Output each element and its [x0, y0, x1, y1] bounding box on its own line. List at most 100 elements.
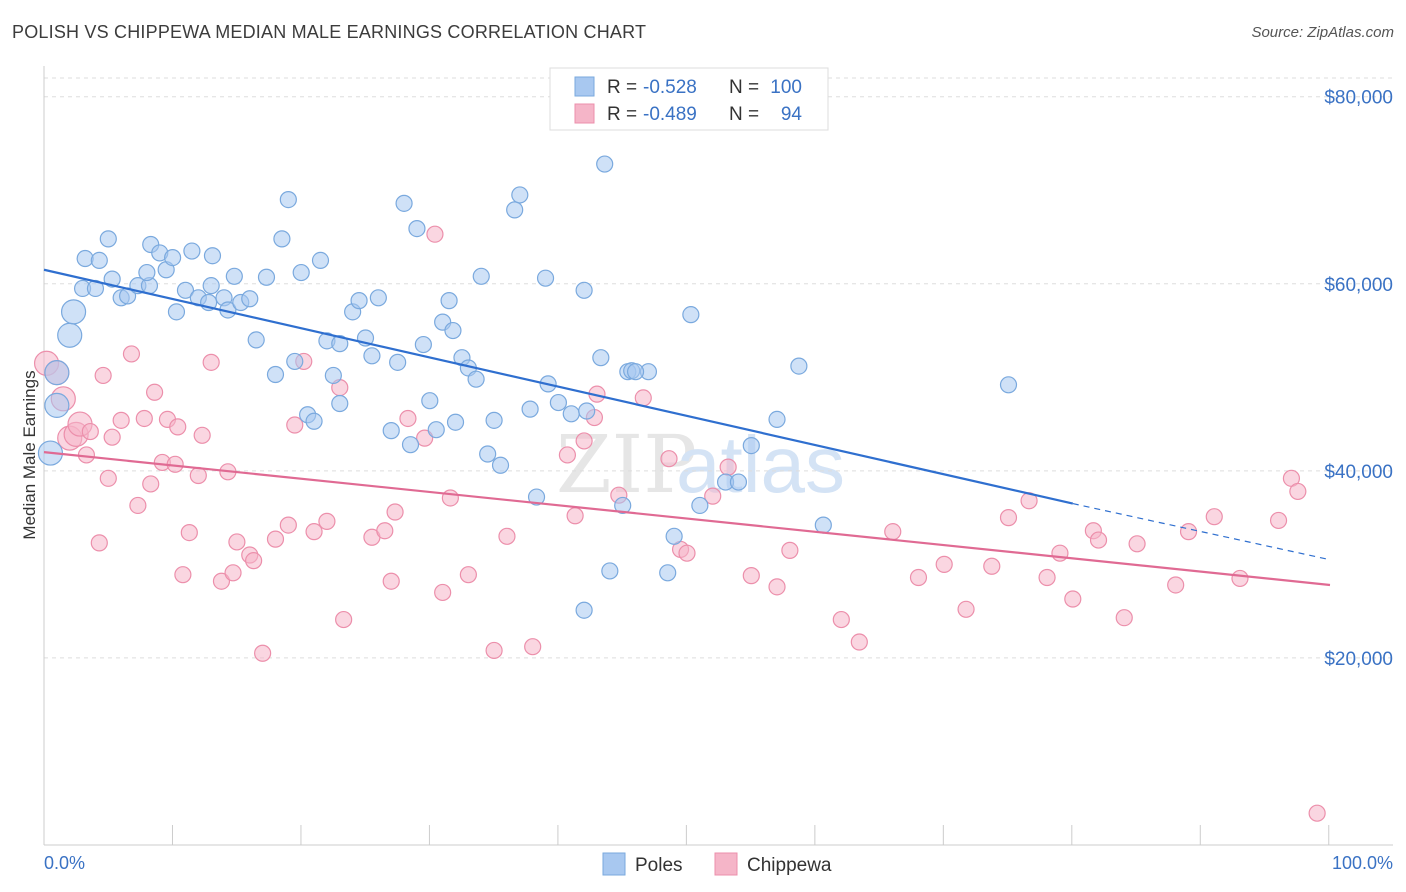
chippewa-point — [1289, 482, 1307, 501]
chippewa-point — [99, 469, 117, 487]
poles-point — [742, 436, 760, 455]
legend-r-label-poles: R = — [607, 77, 637, 98]
poles-point — [427, 421, 445, 439]
poles-point — [183, 242, 201, 260]
chippewa-point — [485, 641, 503, 660]
chippewa-point — [832, 610, 850, 629]
chippewa-point — [1115, 609, 1133, 627]
chippewa-point — [279, 516, 297, 534]
chippewa-point — [1269, 511, 1288, 530]
chippewa-point — [286, 416, 304, 434]
poles-point — [138, 263, 156, 282]
chippewa-point — [909, 568, 928, 587]
watermark-atlas: atlas — [676, 420, 845, 509]
poles-point — [176, 281, 195, 299]
y-axis-label: Median Male Earnings — [20, 370, 39, 539]
y-tick-label: $20,000 — [1324, 649, 1393, 670]
poles-point — [790, 357, 808, 375]
stats-legend: R = -0.528 N = 100 R = -0.489 N = 94 — [549, 67, 829, 131]
chippewa-point — [122, 345, 141, 363]
y-tick-label: $80,000 — [1324, 88, 1393, 109]
axes: $20,000 $40,000 $60,000 $80,000 — [43, 66, 1393, 846]
poles-point — [382, 422, 400, 440]
chippewa-point — [399, 409, 417, 428]
chippewa-point — [90, 534, 108, 552]
poles-point — [292, 263, 310, 282]
points-layer — [33, 155, 1326, 822]
chippewa-point — [189, 466, 207, 485]
chippewa-point — [558, 446, 577, 464]
poles-point — [614, 496, 632, 515]
chippewa-point — [660, 450, 678, 468]
poles-point — [491, 456, 510, 474]
poles-point — [305, 412, 323, 430]
chippewa-point — [957, 600, 975, 618]
series-legend-swatch-chippewa — [714, 852, 738, 876]
poles-point — [247, 331, 265, 349]
poles-point — [389, 353, 407, 371]
poles-point — [682, 306, 700, 324]
trend-lines — [43, 268, 1331, 587]
chippewa-point — [254, 644, 272, 662]
poles-point — [575, 281, 593, 299]
chippewa-point — [376, 522, 394, 540]
chart-title: POLISH VS CHIPPEWA MEDIAN MALE EARNINGS … — [12, 22, 647, 42]
poles-point — [521, 400, 539, 418]
poles-point — [44, 392, 70, 418]
poles-point — [659, 564, 677, 582]
poles-point — [225, 267, 243, 285]
chippewa-point — [1051, 544, 1069, 562]
poles-trend-line — [43, 268, 1074, 505]
chippewa-point — [266, 530, 285, 548]
chippewa-point — [1128, 535, 1146, 553]
series-legend-label-poles: Poles — [635, 855, 683, 876]
poles-point — [395, 194, 413, 212]
poles-point — [414, 335, 432, 354]
poles-point — [472, 267, 490, 285]
chippewa-point — [1231, 569, 1249, 588]
poles-point — [536, 269, 555, 287]
poles-point — [350, 292, 368, 310]
chippewa-point — [426, 225, 444, 243]
poles-point — [76, 249, 94, 268]
poles-point — [286, 352, 304, 371]
chippewa-point — [305, 523, 323, 541]
chippewa-point — [434, 583, 452, 602]
chippewa-point — [575, 432, 593, 450]
poles-point — [203, 247, 222, 265]
poles-point — [90, 251, 108, 269]
poles-point — [440, 292, 458, 310]
poles-point — [999, 376, 1018, 394]
chippewa-point — [781, 541, 799, 559]
chippewa-point — [94, 366, 112, 385]
chippewa-point — [224, 564, 242, 582]
chippewa-point — [174, 566, 192, 584]
chippewa-point — [678, 544, 696, 562]
chippewa-point — [193, 426, 211, 444]
chippewa-point — [1167, 576, 1185, 594]
series-legend: Poles Chippewa — [602, 852, 832, 876]
poles-point — [511, 186, 529, 204]
chippewa-point — [129, 496, 147, 515]
legend-n-value-poles: 100 — [770, 77, 802, 98]
poles-point — [60, 299, 87, 325]
poles-point — [479, 445, 497, 463]
chippewa-point — [1038, 568, 1056, 587]
poles-point — [527, 488, 546, 506]
poles-point — [279, 190, 297, 209]
poles-point — [103, 270, 121, 288]
poles-point — [562, 405, 580, 423]
chippewa-point — [634, 389, 652, 407]
poles-point — [549, 393, 568, 412]
chippewa-point — [719, 458, 737, 476]
chippewa-point — [742, 567, 760, 585]
chippewa-point — [935, 555, 953, 573]
legend-r-value-chippewa: -0.489 — [643, 104, 697, 125]
poles-trend-extension — [1072, 503, 1331, 561]
legend-n-label-chippewa: N = — [729, 104, 759, 125]
poles-point — [44, 360, 70, 386]
chippewa-point — [999, 509, 1018, 527]
y-tick-label: $60,000 — [1324, 275, 1393, 296]
poles-point — [601, 562, 619, 580]
